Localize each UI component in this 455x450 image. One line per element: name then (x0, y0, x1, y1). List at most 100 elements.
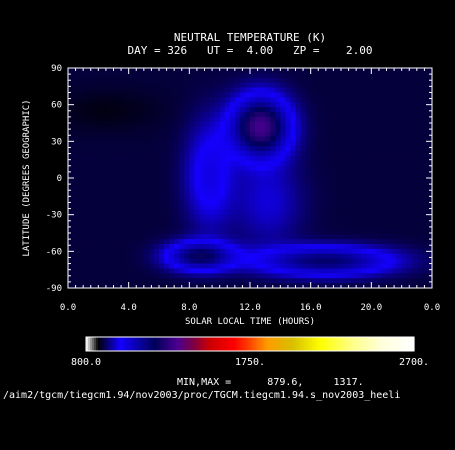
heatmap-cell (275, 68, 281, 74)
heatmap-cell (93, 175, 99, 182)
heatmap-cell (103, 224, 110, 230)
heatmap-cell (351, 72, 357, 79)
heatmap-cell (239, 77, 246, 84)
heatmap-cell (406, 92, 413, 98)
heatmap-cell (356, 141, 362, 147)
heatmap-cell (356, 268, 362, 274)
heatmap-cell (239, 263, 246, 270)
heatmap-cell (138, 214, 145, 221)
heatmap-cell (295, 92, 302, 98)
heatmap-cell (153, 170, 160, 177)
heatmap-cell (416, 160, 423, 167)
heatmap-cell (209, 248, 216, 255)
heatmap-cell (194, 268, 201, 274)
heatmap-cell (320, 219, 327, 226)
heatmap-cell (73, 204, 79, 211)
heatmap-cell (330, 224, 337, 230)
heatmap-cell (113, 273, 120, 279)
heatmap-cell (108, 258, 115, 265)
heatmap-cell (143, 72, 150, 79)
colorbar-cell (200, 337, 203, 351)
heatmap-cell (164, 146, 170, 152)
heatmap-cell (401, 121, 408, 128)
heatmap-cell (123, 131, 130, 138)
heatmap-cell (320, 253, 327, 260)
heatmap-cell (148, 156, 155, 162)
colorbar-cell (332, 337, 335, 351)
heatmap-cell (371, 131, 377, 138)
heatmap-cell (371, 219, 377, 226)
heatmap-cell (270, 204, 276, 211)
heatmap-cell (305, 253, 312, 260)
heatmap-cell (204, 170, 211, 177)
heatmap-cell (73, 273, 79, 279)
heatmap-cell (128, 131, 135, 138)
heatmap-cell (234, 283, 241, 289)
heatmap-cell (189, 126, 195, 133)
heatmap-cell (118, 248, 125, 255)
heatmap-cell (356, 87, 362, 94)
heatmap-cell (164, 82, 170, 89)
heatmap-cell (199, 92, 206, 98)
heatmap-cell (93, 136, 99, 142)
heatmap-cell (83, 92, 89, 98)
heatmap-cell (260, 156, 266, 162)
heatmap-cell (229, 200, 236, 206)
heatmap-cell (204, 156, 211, 162)
heatmap-cell (361, 239, 367, 245)
heatmap-cell (194, 239, 201, 245)
heatmap-cell (123, 160, 130, 167)
heatmap-cell (159, 77, 165, 84)
heatmap-cell (250, 116, 256, 123)
heatmap-cell (184, 112, 190, 118)
heatmap-cell (260, 244, 266, 250)
heatmap-cell (128, 151, 135, 157)
heatmap-cell (300, 102, 307, 108)
heatmap-cell (174, 156, 180, 162)
heatmap-cell (341, 112, 347, 118)
heatmap-cell (169, 234, 175, 240)
heatmap-cell (234, 278, 241, 284)
heatmap-cell (406, 141, 413, 147)
heatmap-cell (98, 234, 104, 240)
colorbar-cell (92, 337, 95, 351)
heatmap-cell (219, 170, 226, 177)
heatmap-cell (366, 165, 372, 172)
heatmap-cell (426, 146, 433, 152)
heatmap-cell (401, 234, 408, 240)
heatmap-cell (164, 102, 170, 108)
heatmap-cell (153, 151, 160, 157)
heatmap-cell (250, 200, 256, 206)
heatmap-cell (290, 253, 297, 260)
heatmap-cell (159, 248, 165, 255)
heatmap-cell (169, 102, 175, 108)
heatmap-cell (113, 116, 120, 123)
heatmap-cell (320, 224, 327, 230)
heatmap-cell (204, 77, 211, 84)
heatmap-cell (361, 253, 367, 260)
heatmap-cell (93, 248, 99, 255)
heatmap-cell (351, 126, 357, 133)
heatmap-cell (310, 156, 317, 162)
heatmap-cell (285, 141, 292, 147)
heatmap-cell (416, 263, 423, 270)
colorbar-cell (298, 337, 301, 351)
heatmap-cell (371, 170, 377, 177)
heatmap-cell (351, 160, 357, 167)
heatmap-cell (260, 224, 266, 230)
heatmap-cell (174, 72, 180, 79)
heatmap-cell (396, 131, 403, 138)
heatmap-cell (234, 268, 241, 274)
heatmap-cell (209, 165, 216, 172)
heatmap-cell (330, 180, 337, 186)
heatmap-cell (325, 263, 332, 270)
colorbar-cell (326, 337, 329, 351)
heatmap-cell (401, 248, 408, 255)
colorbar-cell (170, 337, 173, 351)
heatmap-cell (214, 195, 221, 201)
heatmap-cell (88, 156, 94, 162)
heatmap-cell (214, 156, 221, 162)
heatmap-cell (88, 219, 94, 226)
heatmap-cell (421, 146, 428, 152)
heatmap-cell (285, 209, 292, 216)
